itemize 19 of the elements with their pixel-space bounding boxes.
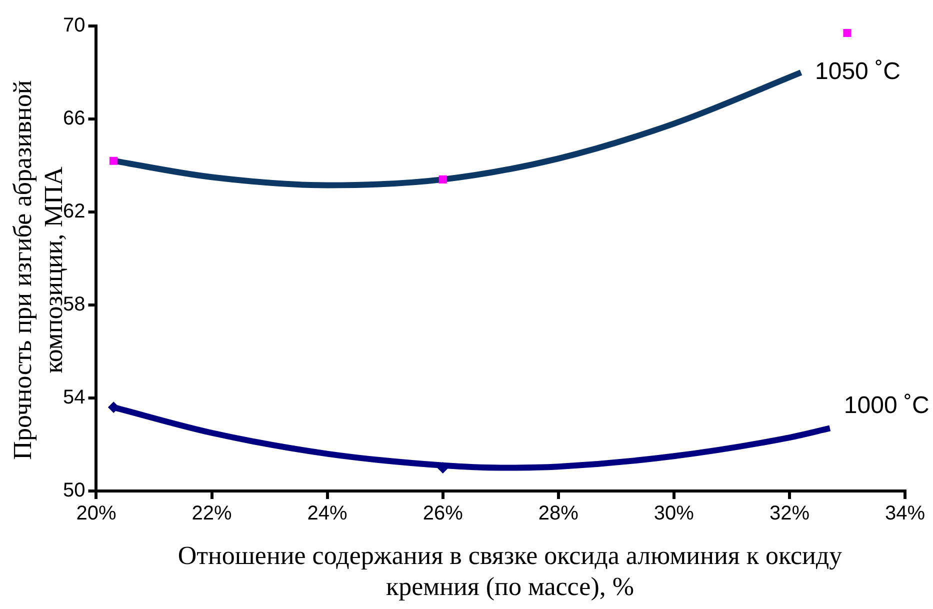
- y-tick-label: 62: [62, 200, 86, 223]
- y-tick-label: 70: [62, 14, 86, 37]
- x-tick-label: 20%: [76, 502, 116, 525]
- point: [438, 175, 447, 184]
- x-tick-label: 34%: [884, 502, 926, 525]
- y-tick-label: 66: [62, 108, 86, 130]
- point: [110, 156, 118, 165]
- x-tick-label: 30%: [654, 502, 694, 525]
- x-tick-label: 26%: [422, 502, 464, 525]
- point: [843, 28, 852, 38]
- y-tick-label: 50: [62, 480, 86, 502]
- x-tick-label: 28%: [538, 502, 579, 525]
- point: [437, 462, 448, 474]
- series-label: 1000 ˚C: [844, 392, 930, 419]
- x-tick-label: 24%: [307, 502, 348, 525]
- series-label: 1050 ˚C: [815, 58, 900, 86]
- x-tick-label: 32%: [769, 502, 810, 525]
- x-axis-title: Отношение содержания в связке оксида алюминия к оксиду кремния (по массе), %: [176, 540, 844, 602]
- x-tick-label: 22%: [192, 502, 232, 525]
